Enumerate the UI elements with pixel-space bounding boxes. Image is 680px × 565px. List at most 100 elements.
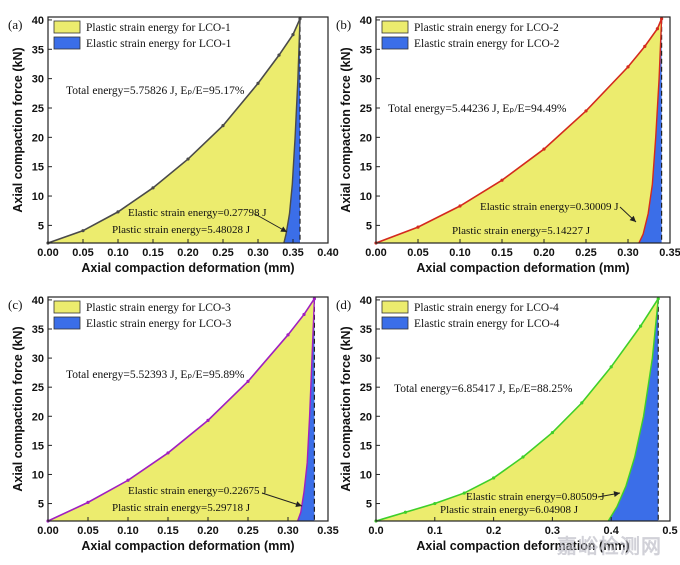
data-point	[221, 123, 225, 128]
y-tick-label: 20	[360, 132, 372, 144]
y-tick-label: 20	[360, 411, 372, 423]
y-axis-label: Axial compaction force (kN)	[11, 326, 25, 491]
plastic-area	[48, 298, 315, 521]
data-point	[521, 455, 525, 459]
legend-swatch-elastic	[53, 36, 81, 50]
legend-label-plastic: Plastic strain energy for LCO-3	[86, 302, 231, 314]
data-point	[542, 147, 546, 151]
x-tick-label: 0.20	[533, 247, 554, 259]
legend-label-elastic: Elastic strain energy for LCO-4	[414, 318, 560, 330]
x-tick-label: 0.4	[604, 525, 620, 537]
y-tick-label: 25	[360, 103, 372, 115]
elastic-energy-annotation: Elastic strain energy=0.27798 J	[128, 207, 267, 219]
unloading-curve	[638, 18, 663, 244]
x-tick-label: 0.00	[37, 247, 58, 259]
data-point	[433, 501, 437, 506]
axes-frame	[375, 16, 671, 244]
data-point	[206, 418, 210, 422]
annotation-arrowhead	[613, 491, 620, 498]
panel-tag: (b)	[336, 17, 351, 32]
x-tick-label: 0.25	[212, 247, 233, 259]
data-point	[500, 178, 504, 182]
x-tick-label: 0.30	[617, 247, 638, 259]
data-point	[584, 109, 588, 113]
legend-swatch-plastic	[53, 300, 81, 314]
x-tick-label: 0.10	[117, 525, 138, 537]
data-point	[458, 204, 462, 208]
legend-swatch-elastic	[381, 36, 409, 50]
plastic-energy-annotation: Plastic strain energy=5.29718 J	[112, 502, 251, 514]
y-tick-label: 40	[32, 295, 44, 307]
annotation-arrow	[261, 492, 303, 507]
x-tick-label: 0.20	[177, 247, 198, 259]
x-tick-label: 0.15	[157, 525, 178, 537]
x-tick-label: 0.25	[237, 525, 258, 537]
y-tick-label: 15	[360, 162, 372, 174]
y-tick-label: 40	[32, 15, 44, 27]
elastic-area	[638, 18, 662, 243]
x-tick-label: 0.00	[365, 247, 386, 259]
unloading-curve	[283, 18, 301, 244]
data-point	[492, 476, 496, 480]
data-point	[277, 53, 281, 57]
y-tick-label: 20	[32, 411, 44, 423]
x-tick-label: 0.15	[142, 247, 163, 259]
x-tick-label: 0.05	[72, 247, 93, 259]
annotation-arrowhead	[280, 226, 287, 232]
y-tick-label: 10	[360, 469, 372, 481]
data-point	[550, 430, 555, 435]
data-point	[660, 17, 664, 21]
total-energy-annotation: Total energy=6.85417 J, Eₚ/E=88.25%	[394, 383, 573, 395]
x-tick-label: 0.10	[449, 247, 470, 259]
data-point	[81, 229, 85, 233]
y-tick-label: 15	[360, 440, 372, 452]
x-axis-label: Axial compaction deformation (mm)	[416, 261, 629, 275]
x-tick-label: 0.2	[486, 525, 501, 537]
x-tick-label: 0.35	[282, 247, 303, 259]
unloading-curve	[607, 298, 659, 522]
data-point	[639, 324, 643, 328]
x-tick-label: 0.30	[247, 247, 268, 259]
y-tick-label: 35	[360, 44, 372, 56]
panel-tag: (c)	[8, 297, 22, 312]
data-point	[462, 491, 466, 495]
data-point	[656, 297, 660, 301]
total-energy-annotation: Total energy=5.44236 J, Eₚ/E=94.49%	[388, 103, 567, 115]
legend-swatch-elastic	[381, 316, 409, 330]
annotation-arrowhead	[629, 215, 636, 222]
data-point	[151, 186, 155, 190]
data-point	[312, 297, 316, 301]
data-point	[186, 157, 190, 161]
y-tick-label: 25	[32, 382, 44, 394]
x-tick-label: 0.05	[77, 525, 98, 537]
y-tick-label: 5	[38, 220, 44, 232]
legend-swatch-elastic	[53, 316, 81, 330]
y-tick-label: 15	[32, 440, 44, 452]
data-point	[416, 225, 420, 229]
y-tick-label: 35	[32, 44, 44, 56]
y-tick-label: 10	[32, 469, 44, 481]
y-tick-label: 35	[32, 324, 44, 336]
legend-label-elastic: Elastic strain energy for LCO-1	[86, 38, 232, 50]
y-tick-label: 30	[360, 353, 372, 365]
y-tick-label: 30	[360, 74, 372, 86]
data-point	[246, 379, 250, 383]
panel-tag: (d)	[336, 297, 351, 312]
chart-panel-3: 0.00 0.05 0.10 0.15 0.20 0.25 0.30 0.35 5 10 15 20 2…	[8, 295, 339, 553]
data-point	[286, 333, 290, 337]
x-tick-label: 0.40	[317, 247, 338, 259]
plastic-area	[376, 298, 659, 521]
y-tick-label: 15	[32, 162, 44, 174]
elastic-energy-annotation: Elastic strain energy=0.30009 J	[480, 201, 619, 213]
plastic-energy-annotation: Plastic strain energy=6.04908 J	[440, 504, 579, 516]
data-point	[291, 33, 295, 37]
data-point	[643, 44, 647, 48]
chart-panel-4: 0.0 0.1 0.2 0.3 0.4 0.5 5 10 15 20 25 30 35 40 Axial c…	[336, 295, 678, 553]
elastic-energy-annotation: Elastic strain energy=0.22675 J	[128, 485, 267, 497]
plastic-energy-annotation: Plastic strain energy=5.48028 J	[112, 224, 251, 236]
y-tick-label: 5	[366, 499, 372, 511]
y-axis-label: Axial compaction force (kN)	[11, 47, 25, 212]
data-point	[126, 478, 130, 482]
chart-panel-2: 0.00 0.05 0.10 0.15 0.20 0.25 0.30 0.35 5 10 15 20 2…	[336, 15, 680, 275]
y-tick-label: 30	[32, 74, 44, 86]
